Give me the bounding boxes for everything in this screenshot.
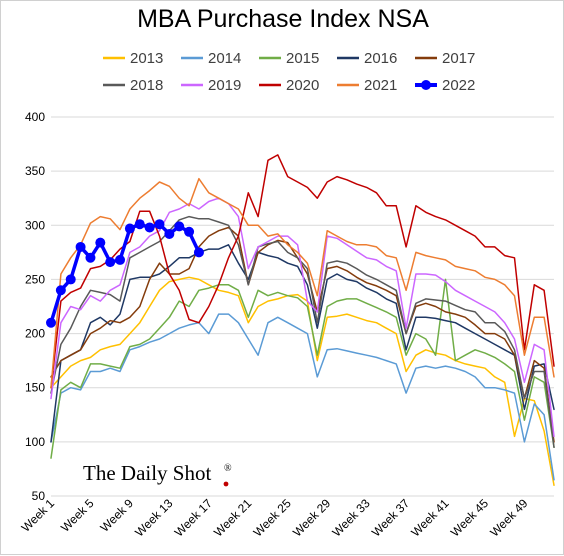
x-tick-label: Week 13 (132, 496, 175, 539)
x-tick-label: Week 21 (211, 496, 254, 539)
data-point-2022 (154, 219, 165, 230)
series-2013 (50, 276, 555, 486)
data-point-2022 (95, 237, 106, 248)
series-line-2018 (50, 215, 555, 449)
watermark: The Daily Shot ® (83, 461, 232, 487)
legend-item-2015: 2015 (259, 50, 319, 67)
y-tick-label: 50 (32, 489, 46, 503)
y-tick-label: 200 (25, 327, 45, 341)
data-point-2022 (115, 254, 126, 265)
x-tick-label: Week 5 (58, 496, 97, 535)
legend-label: 2013 (130, 50, 163, 67)
data-point-2022 (164, 228, 175, 239)
legend-label: 2021 (364, 77, 397, 94)
series-2017 (50, 226, 555, 443)
data-point-2022 (174, 221, 185, 232)
legend-label: 2020 (286, 77, 319, 94)
data-point-2022 (46, 317, 56, 328)
legend-label: 2017 (442, 50, 475, 67)
series-line-2014 (50, 313, 555, 481)
data-point-2022 (55, 285, 66, 296)
x-tick-label: Week 25 (251, 496, 294, 539)
data-point-2022 (75, 241, 86, 252)
legend-item-2013: 2013 (103, 50, 163, 67)
data-point-2022 (65, 274, 76, 285)
data-point-2022 (105, 257, 116, 268)
legend-item-2019: 2019 (181, 77, 241, 94)
watermark-text: The Daily Shot (83, 461, 211, 485)
x-tick-label: Week 41 (408, 496, 451, 539)
series-2018 (50, 215, 555, 449)
legend-label: 2015 (286, 50, 319, 67)
series-line-2022 (49, 222, 201, 325)
legend-label: 2018 (130, 77, 163, 94)
series-line-2021 (50, 177, 555, 389)
legend-label: 2016 (364, 50, 397, 67)
legend-item-2022: 2022 (415, 77, 475, 94)
y-tick-label: 300 (25, 218, 45, 232)
legend-marker (421, 80, 431, 90)
series-line-2019 (50, 197, 555, 438)
y-tick-label: 350 (25, 164, 45, 178)
legend-item-2016: 2016 (337, 50, 397, 67)
x-tick-label: Week 33 (329, 496, 372, 539)
legend-item-2021: 2021 (337, 77, 397, 94)
x-tick-label: Week 17 (172, 496, 215, 539)
data-point-2022 (85, 252, 96, 263)
gridlines (51, 116, 554, 497)
y-tick-label: 100 (25, 435, 45, 449)
x-tick-label: Week 29 (290, 496, 333, 539)
series-lines (46, 154, 555, 486)
watermark-dot (223, 481, 229, 487)
series-2021 (50, 177, 555, 389)
y-tick-label: 400 (25, 110, 45, 124)
chart-title: MBA Purchase Index NSA (137, 5, 429, 33)
x-tick-label: Week 37 (369, 496, 412, 539)
y-axis-ticks: 50 100 150 200 250 300 350 400 (25, 110, 45, 503)
series-line-2017 (50, 226, 555, 443)
legend-label: 2014 (208, 50, 241, 67)
x-tick-label: Week 49 (487, 496, 530, 539)
legend-item-2020: 2020 (259, 77, 319, 94)
watermark-registered-mark: ® (224, 463, 232, 474)
legend-item-2018: 2018 (103, 77, 163, 94)
series-line-2015 (50, 278, 555, 459)
legend-item-2014: 2014 (181, 50, 241, 67)
data-point-2022 (193, 247, 204, 258)
series-line-2013 (50, 276, 555, 486)
x-tick-label: Week 9 (98, 496, 137, 535)
y-tick-label: 250 (25, 272, 45, 286)
data-point-2022 (134, 219, 145, 230)
x-tick-label: Week 45 (448, 496, 491, 539)
legend-label: 2019 (208, 77, 241, 94)
series-2014 (50, 313, 555, 481)
data-point-2022 (124, 223, 135, 234)
legend: 2013 2014 2015 2016 2017 2018 2019 2020 2021 2022 (103, 50, 475, 94)
series-2015 (50, 278, 555, 459)
legend-item-2017: 2017 (415, 50, 475, 67)
legend-label: 2022 (442, 77, 475, 94)
data-point-2022 (144, 222, 155, 233)
series-2022 (46, 219, 204, 328)
series-2019 (50, 197, 555, 438)
data-point-2022 (184, 226, 195, 237)
y-tick-label: 150 (25, 381, 45, 395)
